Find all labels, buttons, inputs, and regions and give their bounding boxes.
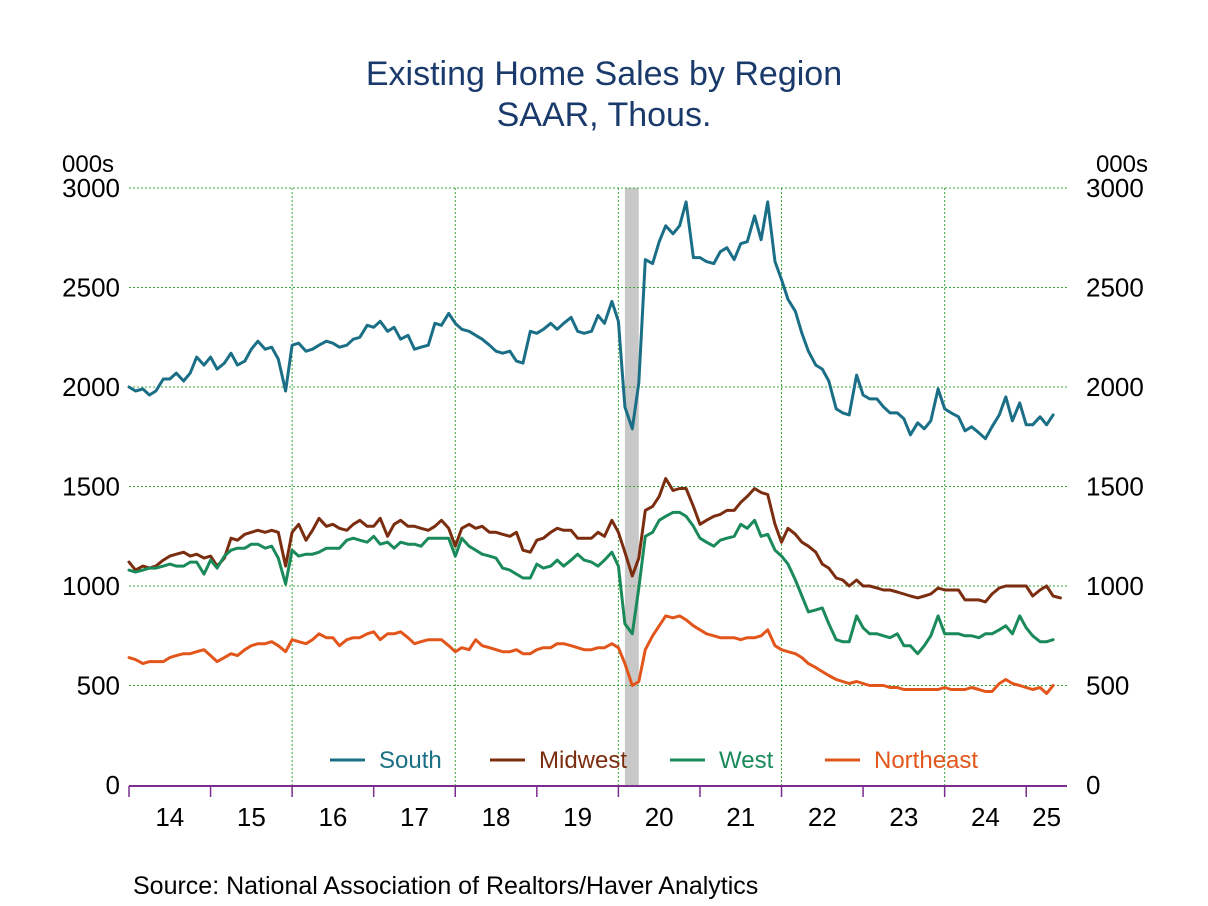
series-layer: [127, 200, 1062, 695]
x-tick-label: 18: [482, 802, 511, 832]
legend-label-west: West: [719, 747, 774, 774]
x-tick-label: 22: [808, 802, 837, 832]
series-line-northeast: [127, 614, 1055, 695]
y-tick-label-right: 1500: [1086, 472, 1144, 502]
x-tick-label: 25: [1032, 802, 1061, 832]
recession-band: [624, 188, 639, 785]
legend-label-south: South: [379, 747, 442, 774]
chart-title: Existing Home Sales by Region: [366, 55, 842, 93]
x-tick-label: 24: [971, 802, 1000, 832]
x-tick-label: 15: [237, 802, 266, 832]
y-tick-label-right: 2000: [1086, 372, 1144, 402]
y-tick-label-left: 2500: [62, 273, 120, 303]
y-tick-label-left: 1500: [62, 472, 120, 502]
y-tick-label-left: 1000: [62, 571, 120, 601]
y-unit-right: 000s: [1096, 151, 1148, 178]
series-line-west: [127, 510, 1055, 656]
series-line-south: [127, 200, 1055, 441]
y-tick-label-left: 500: [77, 671, 120, 701]
y-tick-label-left: 0: [106, 770, 120, 800]
source-note: Source: National Association of Realtors…: [133, 872, 758, 900]
y-tick-labels: 0 0 500 500 1000 1000 1500 1500 2000 2000 2500 2500…: [62, 173, 1144, 800]
legend-label-northeast: Northeast: [874, 747, 978, 774]
y-tick-label-right: 3000: [1086, 173, 1144, 203]
x-tick-label: 20: [645, 802, 674, 832]
y-tick-label-right: 2500: [1086, 273, 1144, 303]
y-tick-label-right: 1000: [1086, 571, 1144, 601]
x-axis: 14 15 16 17 18 19 20 21 22 23 24 25: [128, 785, 1067, 832]
y-unit-left: 000s: [62, 151, 114, 178]
chart-subtitle: SAAR, Thous.: [497, 96, 712, 134]
legend-label-midwest: Midwest: [539, 747, 627, 774]
y-tick-label-right: 0: [1086, 770, 1100, 800]
series-line-midwest: [127, 477, 1062, 604]
y-tick-label-left: 3000: [62, 173, 120, 203]
y-tick-label-left: 2000: [62, 372, 120, 402]
x-tick-label: 14: [155, 802, 184, 832]
legend: South Midwest West Northeast: [330, 747, 978, 774]
x-tick-label: 21: [726, 802, 755, 832]
x-tick-label: 23: [889, 802, 918, 832]
x-tick-label: 17: [400, 802, 429, 832]
recession-band-layer: [624, 188, 639, 785]
x-tick-label: 19: [563, 802, 592, 832]
y-tick-label-right: 500: [1086, 671, 1129, 701]
x-tick-label: 16: [318, 802, 347, 832]
